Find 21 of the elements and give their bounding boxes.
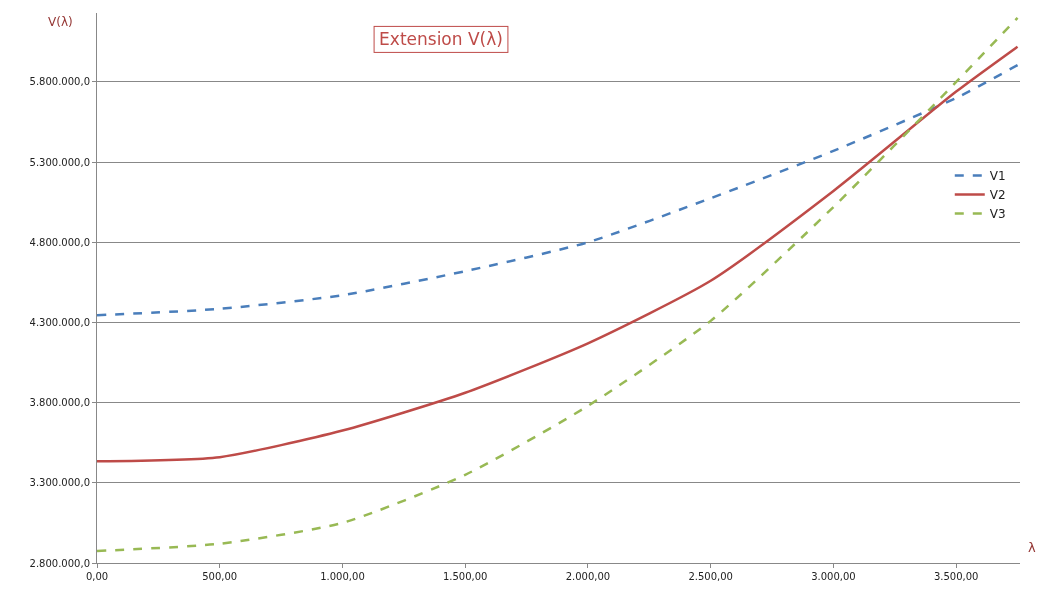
y-tick-label: 3.300.000,0 bbox=[29, 477, 90, 489]
y-tick-label: 4.800.000,0 bbox=[29, 236, 90, 248]
x-tick-label: 2.500,00 bbox=[688, 571, 733, 582]
text: Extension V(λ) bbox=[379, 29, 503, 50]
y-tick-label: 4.300.000,0 bbox=[29, 316, 90, 328]
x-tick-label: 3.500,00 bbox=[933, 571, 979, 582]
y-tick-label: 3.800.000,0 bbox=[29, 397, 90, 409]
legend-label: V3 bbox=[989, 207, 1006, 222]
x-tick-label: 1.500,00 bbox=[442, 571, 488, 582]
legend-label: V2 bbox=[989, 188, 1006, 203]
y-tick-label: 5.300.000,0 bbox=[29, 156, 90, 168]
y-tick-label: 5.800.000,0 bbox=[29, 76, 90, 88]
y-axis-title: V(λ) bbox=[48, 15, 73, 29]
y-tick-label: 2.800.000,0 bbox=[29, 557, 90, 569]
x-tick-label: 0,00 bbox=[85, 571, 109, 582]
x-tick-label: 1.000,00 bbox=[320, 571, 365, 582]
x-tick-label: 2.000,00 bbox=[565, 571, 611, 582]
legend-label: V1 bbox=[989, 169, 1006, 184]
x-axis-title: λ bbox=[1028, 540, 1036, 555]
x-tick-label: 500,00 bbox=[202, 571, 238, 582]
x-tick-label: 3.000,00 bbox=[811, 571, 856, 582]
